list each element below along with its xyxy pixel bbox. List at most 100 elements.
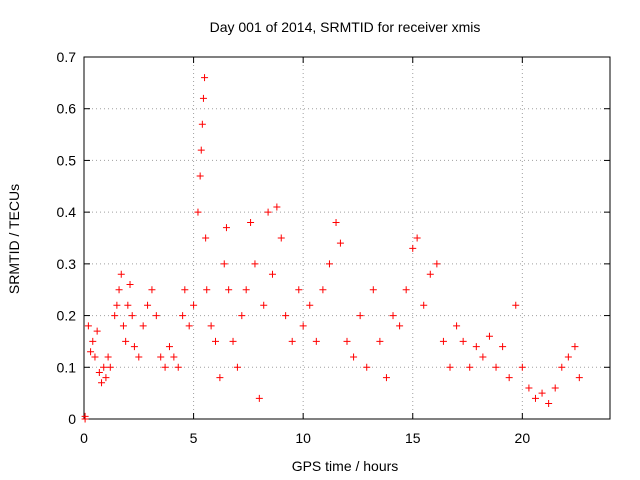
data-point [207, 322, 215, 330]
data-point [459, 337, 467, 345]
data-point [161, 363, 169, 371]
x-tick-label: 10 [295, 430, 311, 446]
data-point [505, 374, 513, 382]
data-point [93, 327, 101, 335]
data-point [220, 260, 228, 268]
data-point [89, 337, 97, 345]
data-point [499, 343, 507, 351]
data-point [124, 301, 132, 309]
x-tick-label: 20 [515, 430, 531, 446]
data-point [268, 270, 276, 278]
data-point [363, 363, 371, 371]
y-tick-label: 0.6 [57, 101, 77, 117]
data-point [525, 384, 533, 392]
x-axis-label: GPS time / hours [292, 458, 399, 474]
data-point [531, 394, 539, 402]
data-point [212, 337, 219, 345]
data-point [203, 286, 211, 294]
data-point [229, 337, 237, 345]
data-point [518, 363, 526, 371]
data-point [356, 312, 364, 320]
y-tick-label: 0.2 [57, 308, 77, 324]
data-point [201, 74, 209, 82]
data-point [84, 322, 92, 330]
data-point [148, 286, 156, 294]
data-point [260, 301, 268, 309]
data-point [446, 363, 454, 371]
data-point [426, 270, 434, 278]
data-point [117, 270, 125, 278]
data-point [264, 208, 272, 216]
y-tick-label: 0 [68, 411, 76, 427]
plot-frame [83, 56, 611, 420]
data-point [551, 384, 559, 392]
data-point [185, 322, 193, 330]
data-point [538, 389, 546, 397]
data-point [95, 368, 103, 376]
data-point [273, 203, 281, 211]
y-axis-label: SRMTID / TECUs [6, 184, 22, 294]
data-point [242, 286, 250, 294]
data-point [139, 322, 147, 330]
data-point [325, 260, 333, 268]
data-point [402, 286, 410, 294]
data-point [135, 353, 143, 361]
data-point [130, 343, 138, 351]
data-point [312, 337, 320, 345]
data-point [277, 234, 285, 242]
data-point [144, 301, 152, 309]
data-point [196, 172, 204, 180]
data-point [255, 394, 263, 402]
grid [84, 57, 610, 419]
data-point [194, 208, 202, 216]
y-tick-label: 0.3 [57, 256, 77, 272]
data-point [222, 224, 230, 232]
y-tick-label: 0.1 [57, 359, 77, 375]
data-point [369, 286, 377, 294]
data-point [225, 286, 233, 294]
data-point [299, 322, 307, 330]
data-point [197, 146, 205, 154]
data-point [174, 363, 182, 371]
data-point [199, 94, 207, 102]
x-tick-label: 0 [80, 430, 88, 446]
data-point [119, 322, 127, 330]
data-point [420, 301, 428, 309]
data-point [575, 374, 583, 382]
data-point [306, 301, 314, 309]
data-point [479, 353, 487, 361]
data-point [376, 337, 384, 345]
data-point [157, 353, 165, 361]
data-point [179, 312, 187, 320]
data-point [198, 120, 206, 128]
data-point [181, 286, 189, 294]
data-point [102, 374, 110, 382]
data-point [433, 260, 441, 268]
data-point [233, 363, 241, 371]
data-point [122, 337, 130, 345]
data-point [545, 399, 553, 407]
data-point [115, 286, 123, 294]
ticks: 0 0.1 0.2 0.3 0.4 0.5 0.6 0.7 0 5 10 15 20 [57, 49, 610, 446]
data-point [106, 363, 114, 371]
data-point [238, 312, 246, 320]
data-point [247, 218, 255, 226]
data-point [126, 281, 134, 289]
data-point [564, 353, 572, 361]
data-point [492, 363, 500, 371]
data-point [571, 343, 579, 351]
data-point [87, 348, 95, 356]
data-point [332, 218, 340, 226]
data-point [343, 337, 351, 345]
data-points [81, 74, 583, 423]
data-point [170, 353, 178, 361]
data-point [512, 301, 520, 309]
data-point [100, 363, 108, 371]
x-tick-label: 15 [405, 430, 421, 446]
chart-title: Day 001 of 2014, SRMTID for receiver xmi… [210, 19, 481, 35]
data-point [288, 337, 296, 345]
data-point [190, 301, 198, 309]
data-point [81, 412, 89, 420]
x-tick-label: 5 [190, 430, 198, 446]
data-point [113, 301, 121, 309]
